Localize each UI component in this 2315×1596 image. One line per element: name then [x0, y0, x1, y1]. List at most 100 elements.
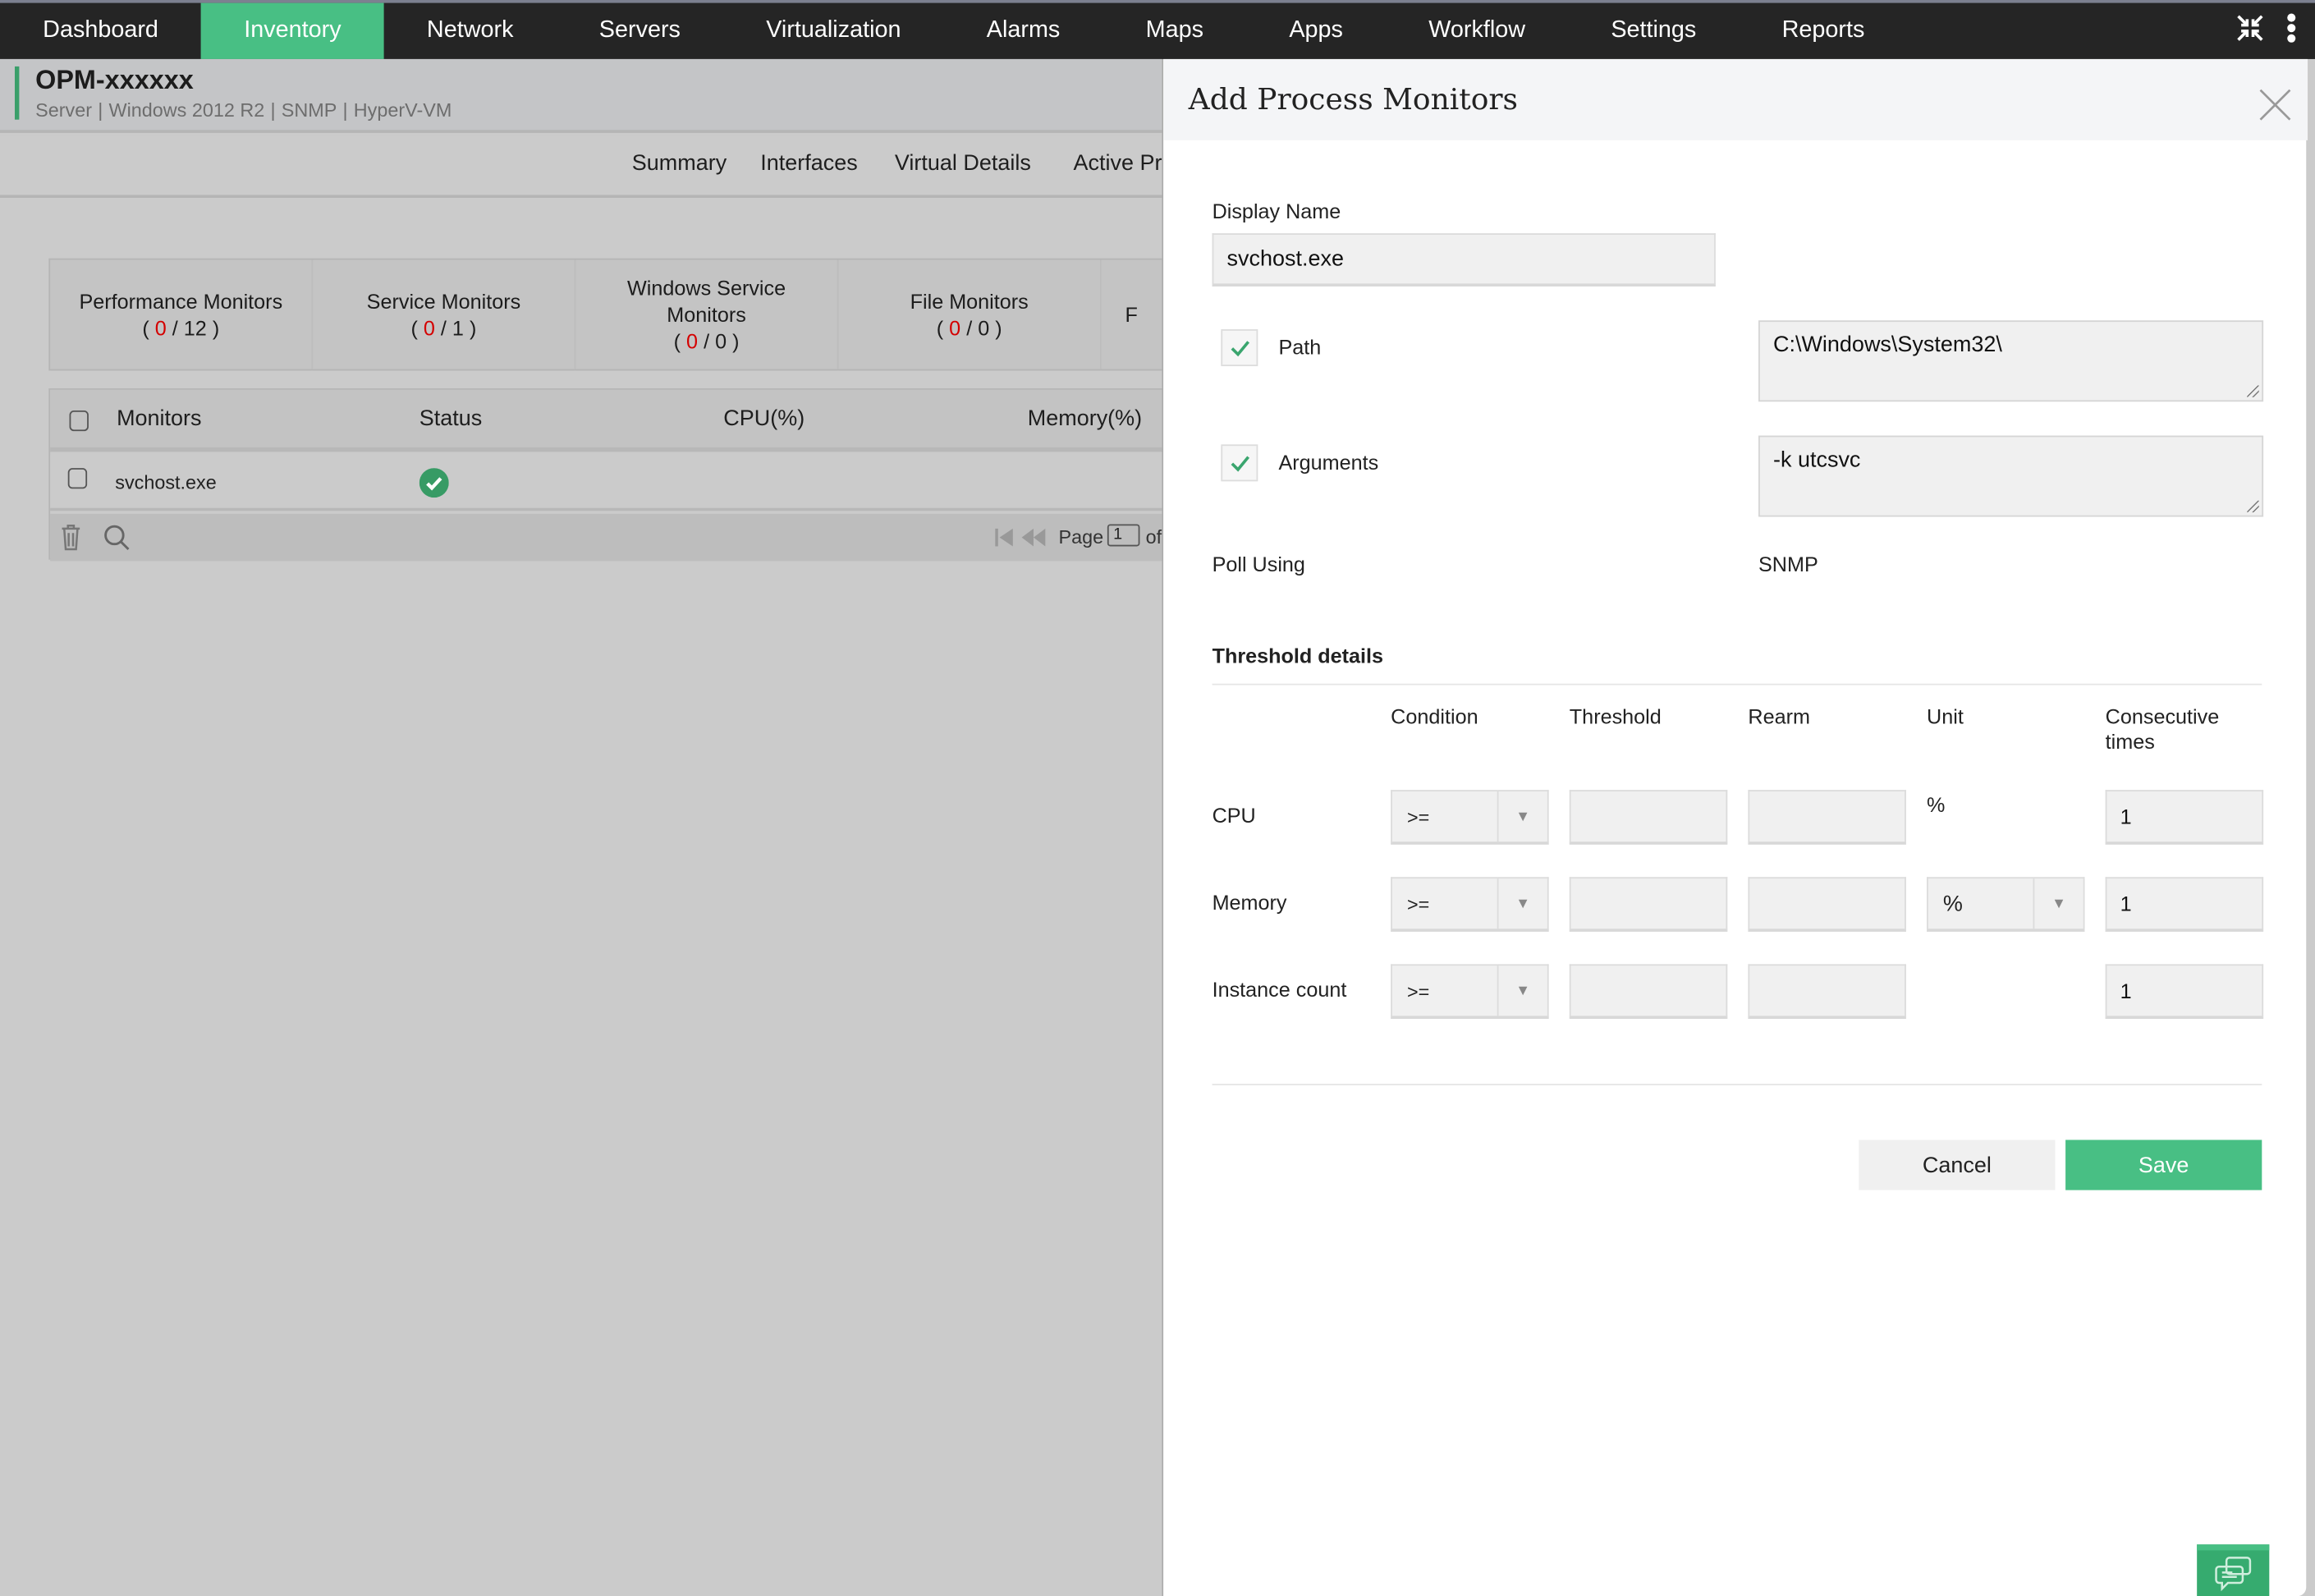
threshold-input[interactable]: [1569, 964, 1728, 1019]
tab-active-processes[interactable]: Active Pr: [1073, 150, 1162, 177]
nav-item-apps[interactable]: Apps: [1289, 17, 1343, 44]
monitors-table: Monitors Status CPU(%) Memory(%) svchost…: [48, 388, 1173, 562]
path-label: Path: [1278, 335, 1322, 360]
consecutive-times-input[interactable]: 1: [2105, 877, 2264, 932]
unit-select[interactable]: % ▼: [1927, 877, 2085, 932]
threshold-row-label: Instance count: [1212, 977, 1347, 1002]
more-vertical-icon[interactable]: [2285, 13, 2297, 43]
collapse-icon[interactable]: [2235, 13, 2265, 43]
card-total-count: 0: [715, 329, 727, 353]
search-icon[interactable]: [103, 524, 130, 551]
tab-interfaces[interactable]: Interfaces: [760, 150, 858, 177]
nav-item-reports[interactable]: Reports: [1781, 17, 1865, 44]
row-checkbox[interactable]: [67, 468, 88, 489]
close-icon[interactable]: [2259, 89, 2292, 122]
nav-item-maps[interactable]: Maps: [1145, 17, 1204, 44]
monitor-card[interactable]: Windows Service Monitors( 0 / 0 ): [575, 259, 839, 369]
rearm-input[interactable]: [1748, 790, 1906, 845]
path-textarea[interactable]: C:\Windows\System32\: [1758, 320, 2264, 402]
nav-icons: [2235, 0, 2298, 56]
card-down-count: 0: [686, 329, 699, 353]
table-header: Monitors Status CPU(%) Memory(%): [50, 389, 1173, 452]
save-button[interactable]: Save: [2065, 1140, 2262, 1190]
device-tabs: Summary Interfaces Virtual Details Activ…: [0, 135, 1162, 198]
nav-item-inventory[interactable]: Inventory: [201, 2, 384, 59]
card-label: Service Monitors: [366, 289, 521, 314]
chevron-down-icon: ▼: [1497, 791, 1547, 842]
resize-handle[interactable]: [2247, 500, 2259, 513]
table-row[interactable]: svchost.exe: [50, 454, 1173, 511]
nav-item-workflow[interactable]: Workflow: [1428, 17, 1526, 44]
condition-select[interactable]: >= ▼: [1391, 964, 1549, 1019]
chat-button[interactable]: [2197, 1544, 2270, 1596]
col-status[interactable]: Status: [419, 406, 483, 432]
device-category: HyperV-VM: [353, 99, 452, 122]
threshold-input[interactable]: [1569, 790, 1728, 845]
dialog-header: Add Process Monitors: [1163, 58, 2308, 140]
arguments-value: -k utcsvc: [1772, 447, 1861, 473]
card-down-count: 0: [423, 315, 435, 340]
card-down-count: 0: [154, 315, 167, 340]
condition-value: >=: [1406, 892, 1430, 915]
arguments-checkbox[interactable]: [1221, 444, 1258, 482]
monitor-card[interactable]: File Monitors( 0 / 0 ): [839, 259, 1102, 369]
tab-virtual-details[interactable]: Virtual Details: [894, 150, 1031, 177]
card-total-count: 12: [183, 315, 207, 340]
nav-item-network[interactable]: Network: [426, 17, 514, 44]
card-count: ( 0 / 0 ): [936, 315, 1002, 340]
trash-icon[interactable]: [61, 524, 81, 551]
tab-summary[interactable]: Summary: [631, 150, 727, 177]
col-memory[interactable]: Memory(%): [1027, 406, 1143, 432]
arguments-textarea[interactable]: -k utcsvc: [1758, 435, 2264, 517]
page-input[interactable]: 1: [1107, 524, 1140, 547]
device-protocol: SNMP: [281, 99, 337, 122]
nav-item-settings[interactable]: Settings: [1611, 17, 1697, 44]
col-rearm: Rearm: [1748, 704, 1810, 728]
chevron-down-icon: ▼: [2033, 878, 2084, 929]
threshold-row-label: CPU: [1212, 803, 1256, 828]
status-ok-icon: [419, 468, 449, 498]
arguments-label: Arguments: [1278, 450, 1379, 475]
col-unit: Unit: [1927, 704, 1964, 728]
display-name-input[interactable]: svchost.exe: [1212, 233, 1716, 287]
add-process-monitors-dialog: Add Process Monitors Display Name svchos…: [1162, 58, 2308, 1596]
path-checkbox[interactable]: [1221, 329, 1258, 367]
monitor-card[interactable]: Service Monitors( 0 / 1 ): [313, 259, 576, 369]
rearm-input[interactable]: [1748, 877, 1906, 932]
consecutive-times-input[interactable]: 1: [2105, 964, 2264, 1019]
device-os: Windows 2012 R2: [108, 99, 265, 122]
col-monitors[interactable]: Monitors: [117, 406, 202, 432]
monitor-summary-cards: Performance Monitors( 0 / 12 ) Service Mo…: [48, 258, 1364, 371]
card-label: Windows Service Monitors: [627, 276, 786, 327]
card-down-count: 0: [949, 315, 961, 340]
monitor-card[interactable]: Performance Monitors( 0 / 12 ): [50, 259, 314, 369]
condition-select[interactable]: >= ▼: [1391, 877, 1549, 932]
rearm-input[interactable]: [1748, 964, 1906, 1019]
threshold-input[interactable]: [1569, 877, 1728, 932]
device-header: OPM-xxxxxx Server | Windows 2012 R2 | SNMP…: [0, 58, 1162, 133]
card-label: F: [1125, 302, 1138, 327]
monitor-name[interactable]: svchost.exe: [115, 470, 217, 493]
condition-select[interactable]: >= ▼: [1391, 790, 1549, 845]
condition-value: >=: [1406, 979, 1430, 1002]
select-all-checkbox[interactable]: [69, 410, 89, 432]
col-cpu[interactable]: CPU(%): [723, 406, 805, 432]
nav-item-dashboard[interactable]: Dashboard: [43, 17, 158, 44]
resize-handle[interactable]: [2247, 385, 2259, 397]
poll-using-value: SNMP: [1758, 552, 1818, 576]
nav-item-alarms[interactable]: Alarms: [986, 17, 1061, 44]
pagination-first-prev-icon[interactable]: [995, 527, 1048, 548]
device-name: OPM-xxxxxx: [35, 65, 194, 95]
unit-value: %: [1942, 891, 1963, 916]
check-icon: [1230, 455, 1249, 471]
cancel-button[interactable]: Cancel: [1859, 1140, 2056, 1190]
col-threshold: Threshold: [1569, 704, 1662, 728]
consecutive-times-input[interactable]: 1: [2105, 790, 2264, 845]
nav-item-servers[interactable]: Servers: [598, 17, 681, 44]
chevron-down-icon: ▼: [1497, 878, 1547, 929]
divider: [1212, 683, 2262, 686]
top-nav: Dashboard Inventory Network Servers Virtuali…: [0, 0, 2315, 59]
nav-item-virtualization[interactable]: Virtualization: [766, 17, 901, 44]
card-count: ( 0 / 1 ): [410, 315, 477, 340]
